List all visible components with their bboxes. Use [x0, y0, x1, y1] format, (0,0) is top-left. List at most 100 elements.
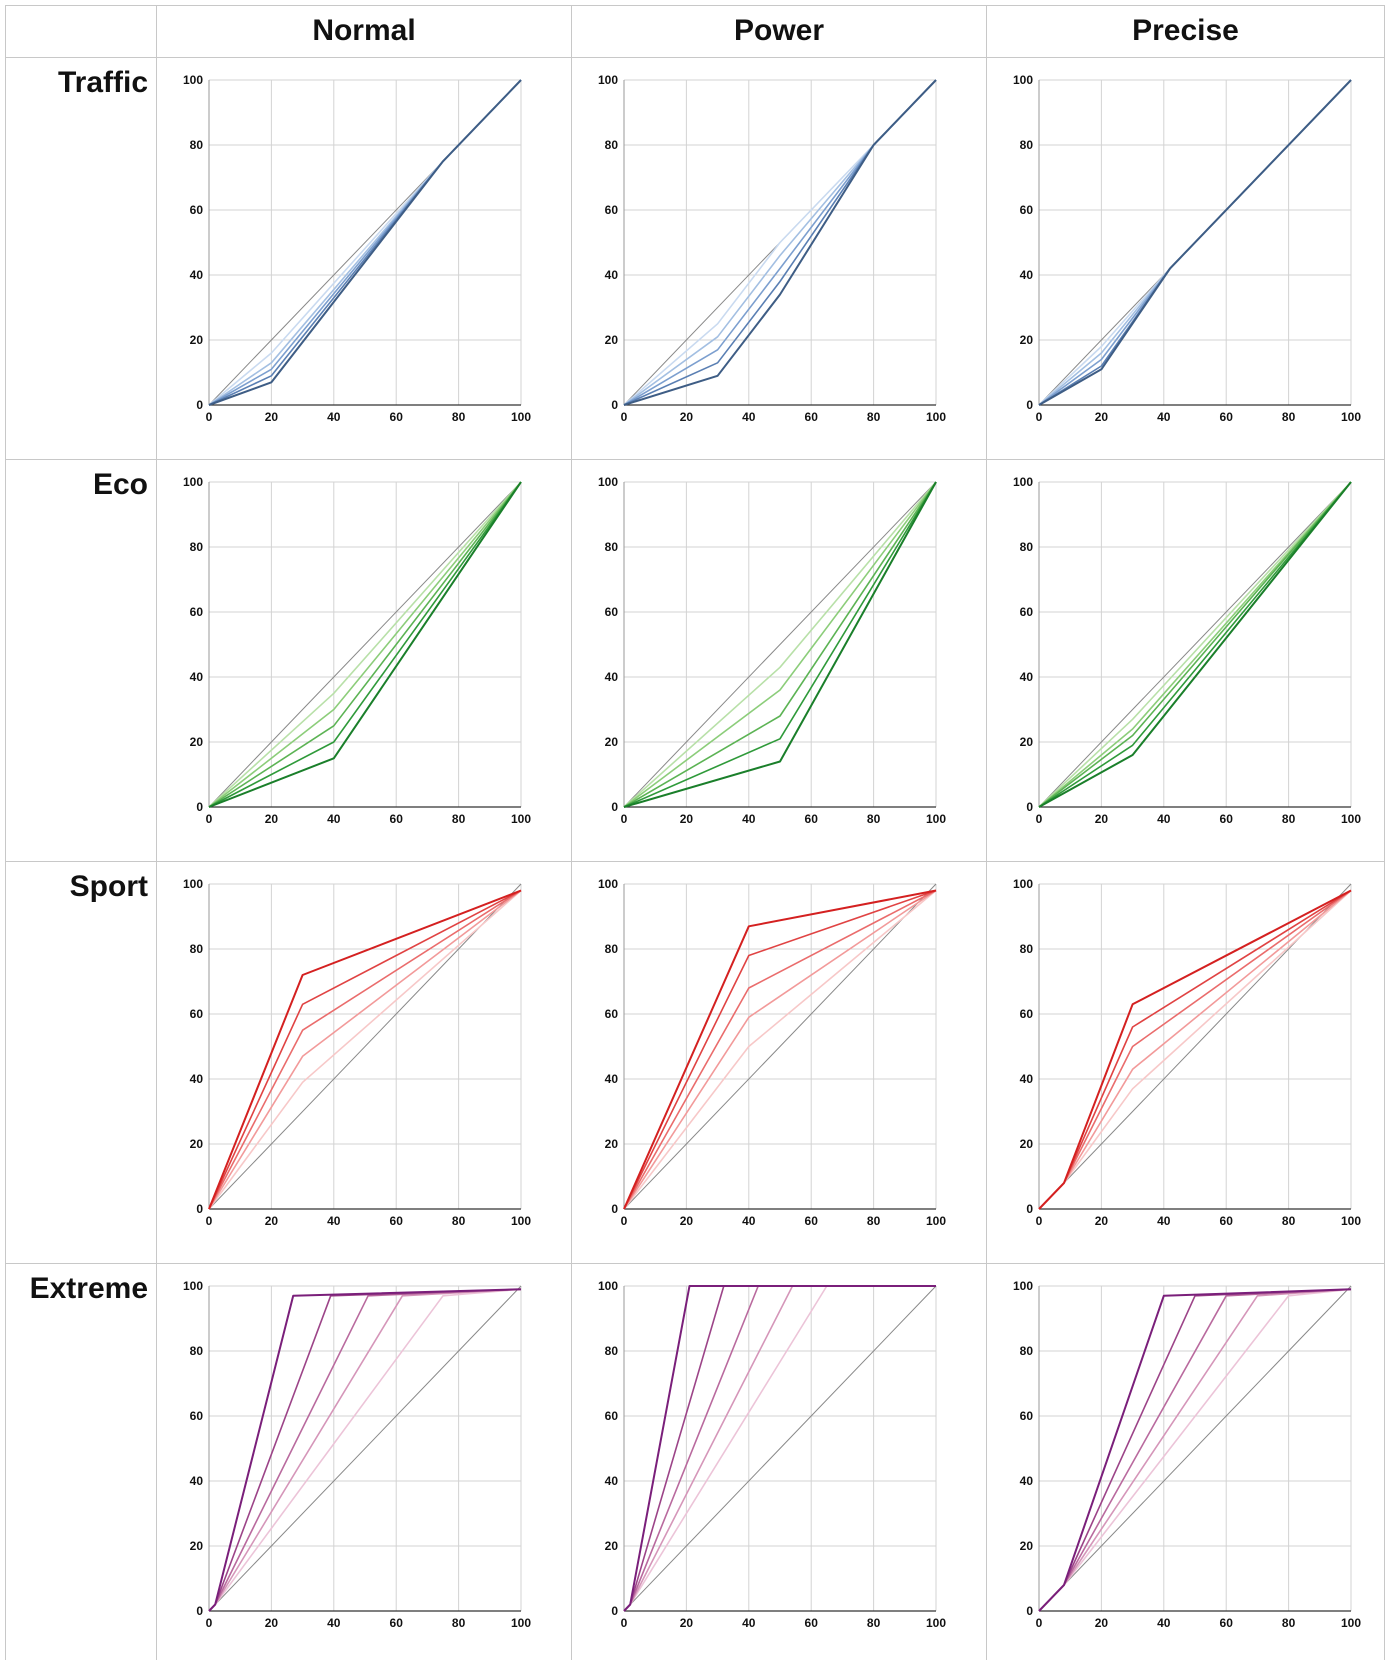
x-tick-label: 100	[511, 812, 531, 826]
y-tick-label: 60	[605, 1007, 619, 1021]
y-tick-label: 20	[190, 333, 204, 347]
x-tick-label: 20	[1095, 1616, 1109, 1630]
x-tick-label: 0	[206, 812, 213, 826]
row-label-traffic: Traffic	[57, 66, 148, 99]
y-tick-label: 40	[190, 670, 204, 684]
chart-traffic-precise: 00 20 20 40 40 60 60 80 80 100 100	[1013, 73, 1361, 424]
y-tick-label: 40	[1020, 268, 1034, 282]
y-tick-label: 20	[1020, 1137, 1034, 1151]
series-line-3	[208, 481, 522, 808]
series-line-2	[208, 889, 522, 1210]
y-tick-label: 60	[1020, 605, 1034, 619]
column-header-precise: Precise	[1132, 14, 1239, 47]
x-tick-label: 100	[926, 1214, 946, 1228]
y-tick-label: 0	[196, 1604, 203, 1618]
x-tick-label: 60	[390, 812, 404, 826]
y-tick-label: 60	[1020, 203, 1034, 217]
y-tick-label: 60	[605, 1409, 619, 1423]
y-tick-label: 20	[190, 1539, 204, 1553]
grid-border-header	[5, 57, 1385, 58]
reference-line	[1038, 481, 1352, 808]
x-tick-label: 60	[1220, 1616, 1234, 1630]
series-line-4	[1038, 481, 1352, 808]
series-line-3	[1038, 889, 1352, 1210]
x-tick-label: 100	[1341, 812, 1361, 826]
x-tick-label: 0	[621, 1214, 628, 1228]
chart-extreme-normal: 00 20 20 40 40 60 60 80 80 100 100	[183, 1279, 531, 1630]
x-tick-label: 80	[867, 812, 881, 826]
y-tick-label: 80	[190, 1344, 204, 1358]
y-tick-label: 20	[605, 735, 619, 749]
x-tick-label: 100	[1341, 410, 1361, 424]
x-tick-label: 80	[867, 410, 881, 424]
chart-eco-normal: 00 20 20 40 40 60 60 80 80 100 100	[183, 475, 531, 826]
x-tick-label: 80	[1282, 1616, 1296, 1630]
gridlines	[1038, 883, 1352, 1210]
series-line-2	[208, 481, 522, 808]
x-tick-label: 40	[327, 812, 341, 826]
series-line-3	[623, 481, 937, 808]
y-tick-label: 60	[190, 203, 204, 217]
x-tick-label: 100	[511, 410, 531, 424]
series-line-5	[208, 1288, 522, 1612]
y-tick-label: 80	[605, 540, 619, 554]
x-tick-label: 80	[452, 812, 466, 826]
x-tick-label: 100	[926, 812, 946, 826]
x-tick-label: 20	[1095, 1214, 1109, 1228]
y-tick-label: 0	[1026, 398, 1033, 412]
y-tick-label: 0	[611, 1202, 618, 1216]
x-tick-label: 100	[1341, 1616, 1361, 1630]
gridlines	[208, 883, 522, 1210]
y-tick-label: 20	[605, 1137, 619, 1151]
y-tick-label: 0	[1026, 800, 1033, 814]
x-tick-label: 40	[327, 410, 341, 424]
y-tick-label: 40	[605, 268, 619, 282]
x-tick-label: 40	[1157, 410, 1171, 424]
x-tick-label: 40	[327, 1214, 341, 1228]
x-tick-label: 100	[511, 1214, 531, 1228]
row-label-extreme: Extreme	[29, 1272, 148, 1305]
x-tick-label: 40	[1157, 1616, 1171, 1630]
series-line-1	[208, 889, 522, 1210]
gridlines	[208, 481, 522, 808]
x-tick-label: 60	[1220, 410, 1234, 424]
x-tick-label: 40	[742, 1214, 756, 1228]
y-tick-label: 80	[1020, 942, 1034, 956]
gridlines	[1038, 481, 1352, 808]
y-tick-label: 40	[190, 1474, 204, 1488]
y-tick-label: 40	[190, 268, 204, 282]
series-line-3	[208, 889, 522, 1210]
y-tick-label: 100	[598, 1279, 618, 1293]
chart-sport-power: 00 20 20 40 40 60 60 80 80 100 100	[598, 877, 946, 1228]
grid-border-row-3	[5, 1263, 1385, 1264]
y-tick-label: 80	[605, 138, 619, 152]
series-line-4	[623, 889, 937, 1210]
y-tick-label: 60	[190, 1007, 204, 1021]
grid-border-row-1	[5, 459, 1385, 460]
series-line-2	[623, 889, 937, 1210]
series-line-4	[1038, 889, 1352, 1210]
y-tick-label: 40	[605, 1474, 619, 1488]
x-tick-label: 60	[805, 812, 819, 826]
x-tick-label: 20	[1095, 812, 1109, 826]
x-tick-label: 20	[265, 1214, 279, 1228]
x-tick-label: 100	[511, 1616, 531, 1630]
x-tick-label: 80	[867, 1214, 881, 1228]
x-tick-label: 20	[265, 812, 279, 826]
series-line-2	[623, 481, 937, 808]
chart-sport-precise: 00 20 20 40 40 60 60 80 80 100 100	[1013, 877, 1361, 1228]
y-tick-label: 20	[605, 333, 619, 347]
series-line-5	[623, 481, 937, 808]
x-tick-label: 0	[206, 1616, 213, 1630]
y-tick-label: 60	[1020, 1007, 1034, 1021]
row-label-eco: Eco	[92, 468, 148, 501]
y-tick-label: 100	[183, 877, 203, 891]
y-tick-label: 0	[611, 800, 618, 814]
chart-traffic-normal: 00 20 20 40 40 60 60 80 80 100 100	[183, 73, 531, 424]
y-tick-label: 100	[1013, 1279, 1033, 1293]
y-tick-label: 100	[598, 73, 618, 87]
gridlines	[623, 883, 937, 1210]
x-tick-label: 0	[621, 410, 628, 424]
y-tick-label: 100	[1013, 877, 1033, 891]
reference-line	[1038, 1285, 1352, 1612]
